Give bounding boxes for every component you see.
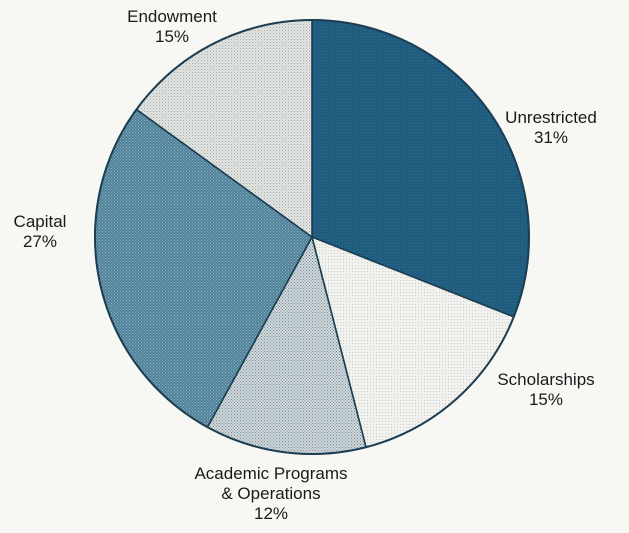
pie-label-academic-programs-operations: Academic Programs & Operations 12% xyxy=(194,464,347,524)
pie-label-name: Academic Programs xyxy=(194,464,348,483)
pie-label-value: 31% xyxy=(533,128,569,147)
pie-label-value: 15% xyxy=(528,390,564,409)
pie-label-value: 27% xyxy=(22,232,58,251)
pie-label-capital: Capital 27% xyxy=(14,212,67,252)
pie-label-scholarships: Scholarships 15% xyxy=(497,370,594,410)
pie-slices xyxy=(94,19,530,455)
pie-label-value: 12% xyxy=(253,504,289,523)
pie-label-value: 15% xyxy=(154,27,190,46)
pie-label-name: Endowment xyxy=(127,7,217,26)
pie-label-name: & Operations xyxy=(221,484,321,503)
pie-label-name: Capital xyxy=(13,212,67,231)
pie-outline xyxy=(94,19,530,455)
pie-label-name: Scholarships xyxy=(497,370,595,389)
pie-label-endowment: Endowment 15% xyxy=(127,7,217,47)
pie-label-name: Unrestricted xyxy=(505,108,597,127)
pie-label-unrestricted: Unrestricted 31% xyxy=(505,108,597,148)
